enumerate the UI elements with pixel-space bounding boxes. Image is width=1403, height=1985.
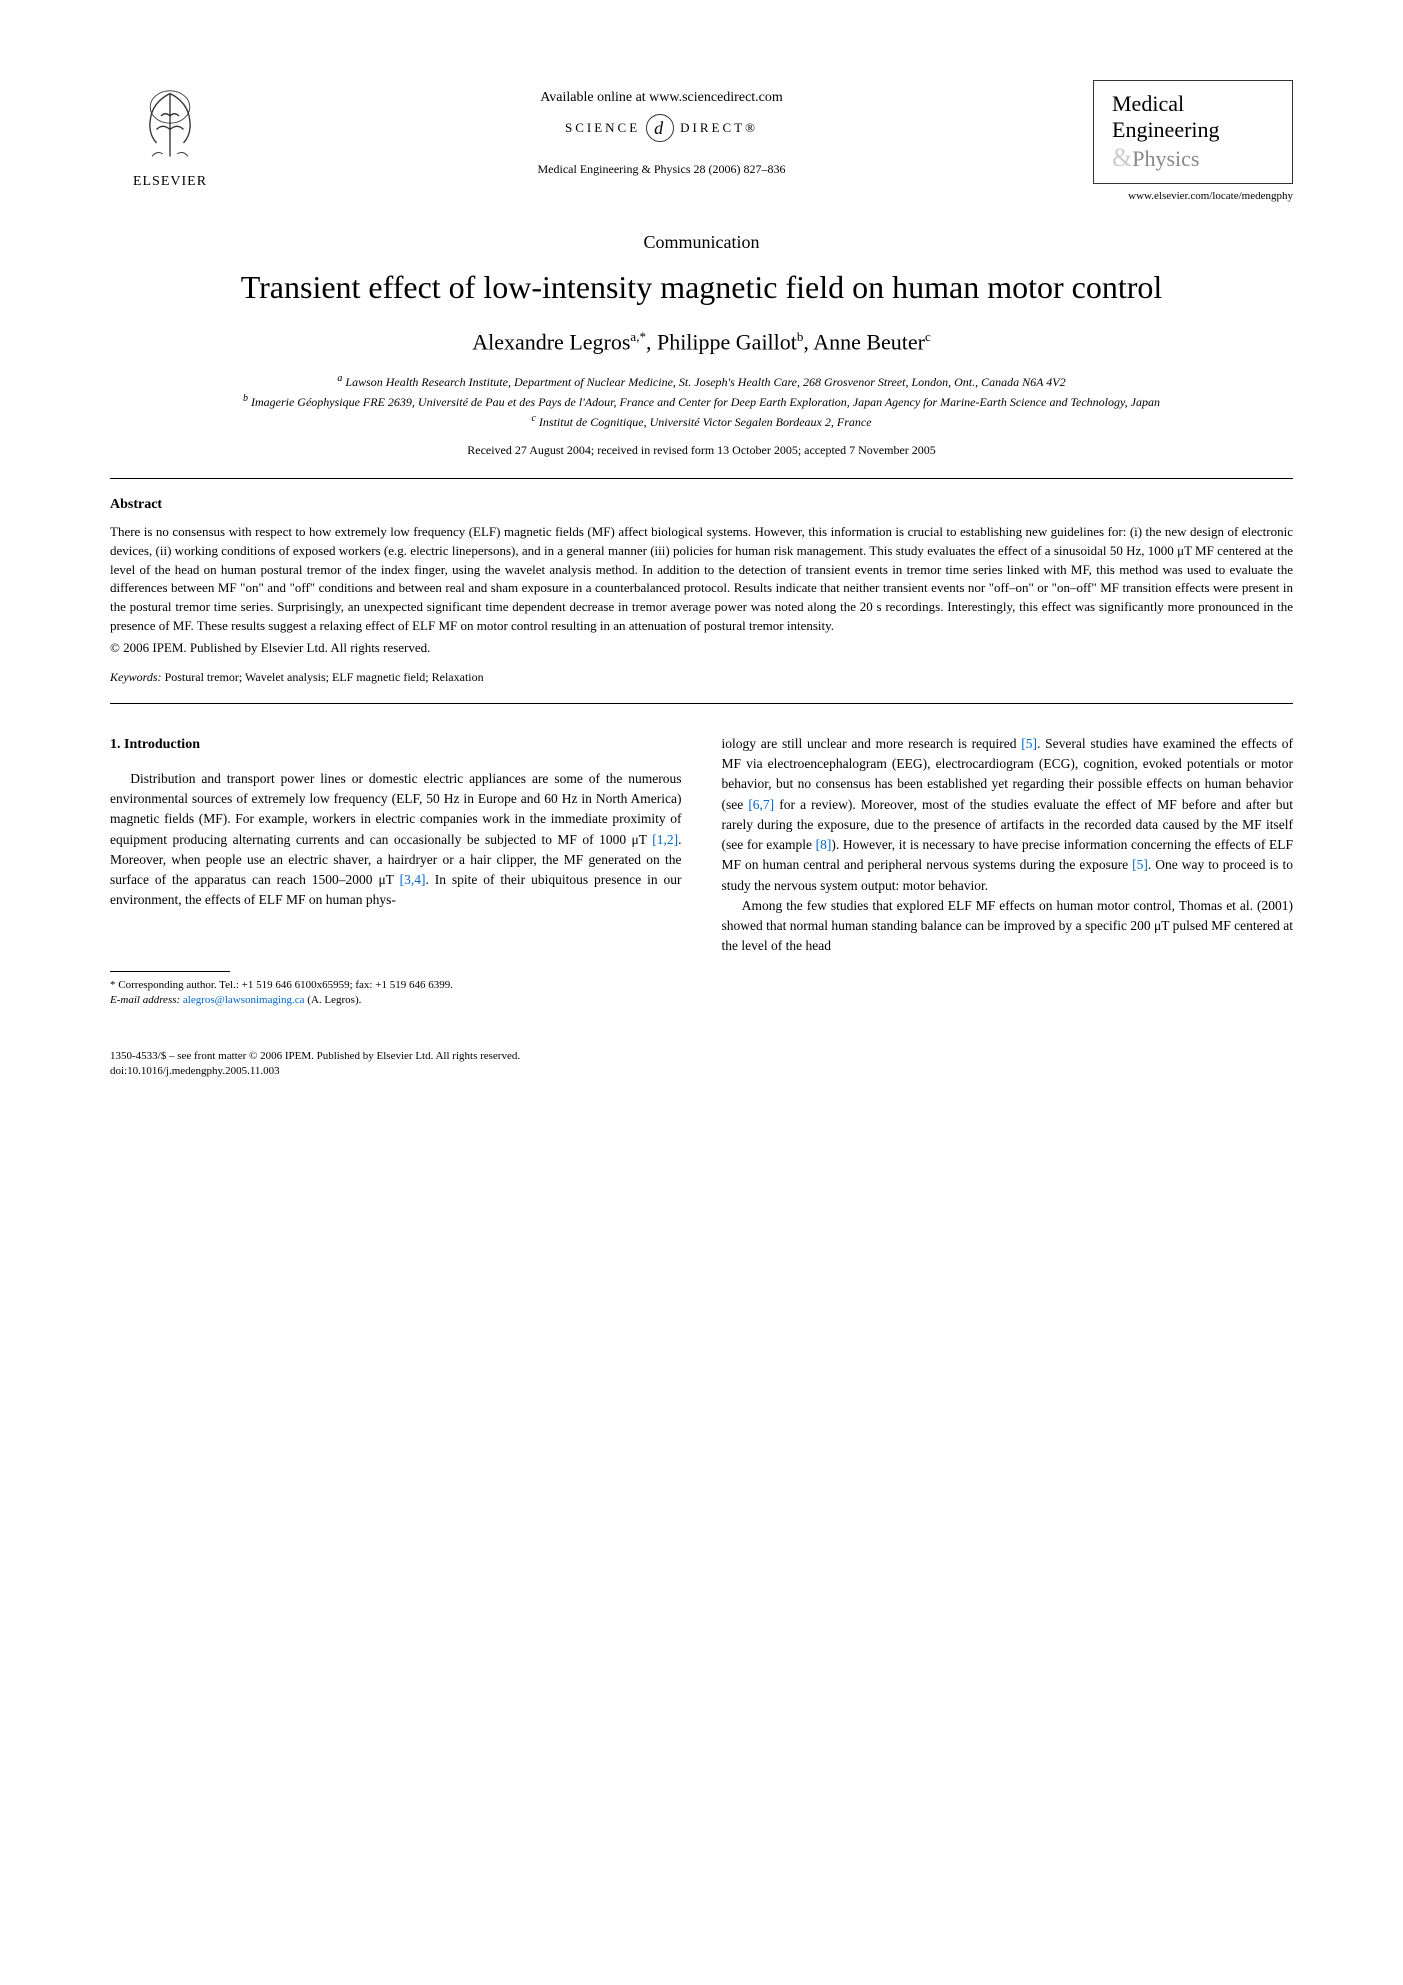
intro-para-1-cont: iology are still unclear and more resear… [722, 734, 1294, 896]
abstract-heading: Abstract [110, 497, 1293, 513]
journal-url: www.elsevier.com/locate/medengphy [1093, 190, 1293, 202]
center-header: Available online at www.sciencedirect.co… [230, 80, 1093, 177]
doi-line: doi:10.1016/j.medengphy.2005.11.003 [110, 1064, 1293, 1079]
ref-link-5[interactable]: [5] [1021, 736, 1037, 751]
journal-logo-block: Medical Engineering &Physics www.elsevie… [1093, 80, 1293, 202]
author-2: Philippe Gaillot [657, 329, 797, 354]
affiliation-b: b Imagerie Géophysique FRE 2639, Univers… [110, 391, 1293, 411]
ref-link-5b[interactable]: [5] [1132, 857, 1148, 872]
article-title: Transient effect of low-intensity magnet… [110, 267, 1293, 309]
col2-text-a: iology are still unclear and more resear… [722, 736, 1022, 751]
footnotes: * Corresponding author. Tel.: +1 519 646… [110, 978, 682, 1009]
rule-below-abstract [110, 703, 1293, 704]
keywords-values: Postural tremor; Wavelet analysis; ELF m… [165, 670, 484, 684]
available-online-text: Available online at www.sciencedirect.co… [230, 90, 1093, 106]
author-1: Alexandre Legros [472, 329, 630, 354]
ref-link-8[interactable]: [8] [816, 837, 832, 852]
ref-link-12[interactable]: [1,2] [652, 832, 678, 847]
sd-label-left: SCIENCE [565, 120, 640, 136]
ref-link-34[interactable]: [3,4] [400, 872, 426, 887]
article-dates: Received 27 August 2004; received in rev… [110, 443, 1293, 458]
ref-link-67[interactable]: [6,7] [748, 797, 774, 812]
authors-line: Alexandre Legrosa,*, Philippe Gaillotb, … [110, 329, 1293, 355]
article-type: Communication [110, 232, 1293, 253]
corresponding-author-footnote: * Corresponding author. Tel.: +1 519 646… [110, 978, 682, 993]
ampersand-icon: & [1112, 143, 1132, 172]
affiliation-c: c Institut de Cognitique, Université Vic… [110, 411, 1293, 431]
journal-logo-line2: Engineering [1112, 117, 1274, 143]
author-3: Anne Beuter [813, 329, 925, 354]
section-1-heading: 1. Introduction [110, 734, 682, 755]
journal-logo-line3: Physics [1132, 146, 1199, 171]
publisher-logo: ELSEVIER [110, 80, 230, 190]
abstract-body: There is no consensus with respect to ho… [110, 524, 1293, 633]
affiliation-a: a Lawson Health Research Institute, Depa… [110, 371, 1293, 391]
rule-above-abstract [110, 478, 1293, 479]
author-3-sup: c [925, 329, 931, 344]
abstract-text: There is no consensus with respect to ho… [110, 523, 1293, 636]
page-footer: 1350-4533/$ – see front matter © 2006 IP… [110, 1049, 1293, 1080]
sciencedirect-icon: d [646, 114, 674, 142]
author-1-sup: a,* [630, 329, 646, 344]
issn-line: 1350-4533/$ – see front matter © 2006 IP… [110, 1049, 1293, 1064]
intro-para-1: Distribution and transport power lines o… [110, 769, 682, 911]
publisher-name: ELSEVIER [133, 174, 207, 190]
intro-para-2: Among the few studies that explored ELF … [722, 896, 1294, 957]
column-right: iology are still unclear and more resear… [722, 734, 1294, 1009]
journal-logo-line3-row: &Physics [1112, 143, 1274, 173]
email-link[interactable]: alegros@lawsonimaging.ca [183, 994, 305, 1006]
sd-label-right: DIRECT® [680, 120, 758, 136]
author-2-sup: b [797, 329, 804, 344]
intro-text-a: Distribution and transport power lines o… [110, 771, 682, 847]
journal-logo-box: Medical Engineering &Physics [1093, 80, 1293, 184]
email-label: E-mail address: [110, 994, 180, 1006]
sciencedirect-logo: SCIENCE d DIRECT® [230, 114, 1093, 142]
journal-logo-line1: Medical [1112, 91, 1274, 117]
email-attrib: (A. Legros). [307, 994, 361, 1006]
email-footnote: E-mail address: alegros@lawsonimaging.ca… [110, 993, 682, 1008]
affiliations: a Lawson Health Research Institute, Depa… [110, 371, 1293, 431]
keywords-line: Keywords: Postural tremor; Wavelet analy… [110, 670, 1293, 685]
header-row: ELSEVIER Available online at www.science… [110, 80, 1293, 202]
journal-reference: Medical Engineering & Physics 28 (2006) … [230, 162, 1093, 177]
body-columns: 1. Introduction Distribution and transpo… [110, 734, 1293, 1009]
footnote-rule [110, 971, 230, 972]
elsevier-tree-icon [125, 80, 215, 170]
column-left: 1. Introduction Distribution and transpo… [110, 734, 682, 1009]
abstract-copyright: © 2006 IPEM. Published by Elsevier Ltd. … [110, 640, 1293, 656]
keywords-label: Keywords: [110, 670, 162, 684]
